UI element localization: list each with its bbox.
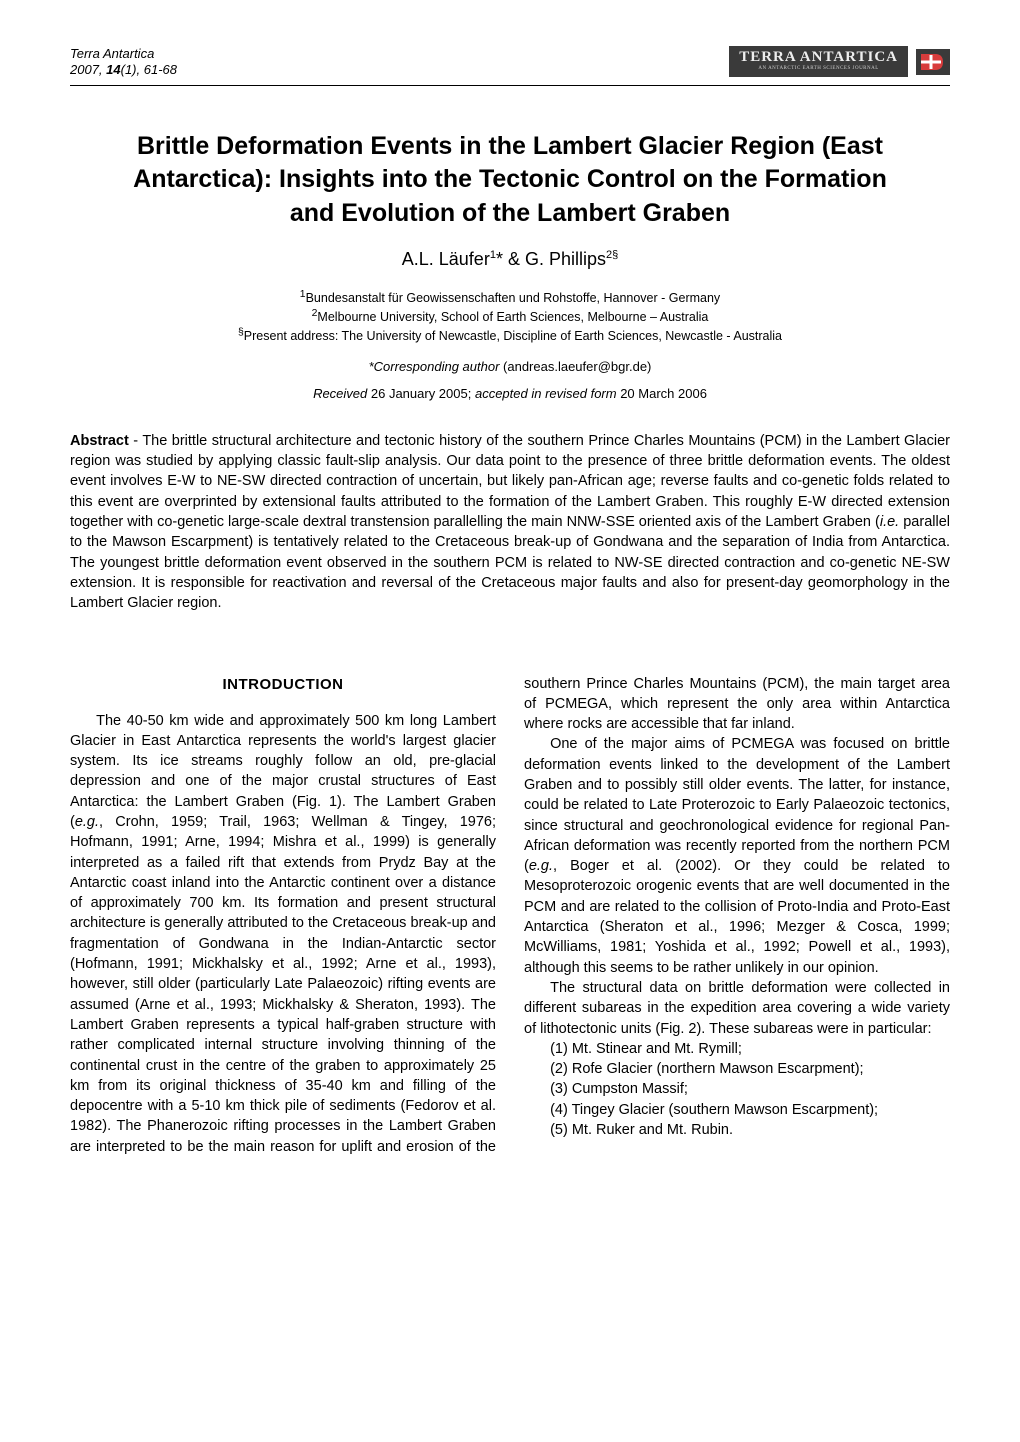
- list-item: (1) Mt. Stinear and Mt. Rymill;: [524, 1039, 950, 1059]
- running-header: Terra Antartica 2007, 14(1), 61-68 TERRA…: [70, 46, 950, 79]
- header-left: Terra Antartica 2007, 14(1), 61-68: [70, 46, 177, 79]
- list-item: (4) Tingey Glacier (southern Mawson Esca…: [524, 1100, 950, 1120]
- badge-main: TERRA ANTARTICA: [739, 49, 898, 65]
- accepted-label: accepted in revised form: [475, 386, 617, 401]
- body-columns: INTRODUCTION The 40-50 km wide and appro…: [70, 674, 950, 1158]
- corresp-value: (andreas.laeufer@bgr.de): [499, 359, 651, 374]
- received-value: 26 January 2005;: [367, 386, 475, 401]
- abstract-block: Abstract - The brittle structural archit…: [70, 431, 950, 614]
- affil-2: Melbourne University, School of Earth Sc…: [317, 310, 708, 324]
- badge-sub: AN ANTARCTIC EARTH SCIENCES JOURNAL: [739, 66, 898, 71]
- col2-paragraph-2: One of the major aims of PCMEGA was focu…: [524, 734, 950, 978]
- article-dates: Received 26 January 2005; accepted in re…: [70, 386, 950, 401]
- header-rule: [70, 85, 950, 86]
- received-label: Received: [313, 386, 367, 401]
- article-title: Brittle Deformation Events in the Lamber…: [110, 130, 910, 231]
- abstract-body-1: - The brittle structural architecture an…: [70, 433, 950, 530]
- abstract-label: Abstract: [70, 433, 129, 449]
- affil-present: Present address: The University of Newca…: [244, 329, 782, 343]
- header-right: TERRA ANTARTICA AN ANTARCTIC EARTH SCIEN…: [729, 46, 950, 77]
- journal-name: Terra Antartica: [70, 46, 154, 61]
- subareas-list: (1) Mt. Stinear and Mt. Rymill; (2) Rofe…: [524, 1039, 950, 1140]
- col2-eg: e.g.: [529, 858, 553, 874]
- intro-p1a: The 40-50 km wide and approximately 500 …: [70, 713, 496, 830]
- col2-p2b: , Boger et al. (2002). Or they could be …: [524, 858, 950, 975]
- col2-paragraph-3: The structural data on brittle deformati…: [524, 978, 950, 1039]
- affil-1: Bundesanstalt für Geowissenschaften und …: [306, 291, 721, 305]
- flag-icon: [916, 49, 950, 75]
- authors-line: A.L. Läufer1* & G. Phillips2§: [70, 249, 950, 270]
- journal-badge: TERRA ANTARTICA AN ANTARCTIC EARTH SCIEN…: [729, 46, 908, 77]
- journal-citation: 2007, 14(1), 61-68: [70, 62, 177, 77]
- col2-p2a: One of the major aims of PCMEGA was focu…: [524, 736, 950, 874]
- affiliations: 1Bundesanstalt für Geowissenschaften und…: [100, 288, 920, 345]
- corresponding-author: *Corresponding author (andreas.laeufer@b…: [70, 359, 950, 374]
- intro-p1b: , Crohn, 1959; Trail, 1963; Wellman & Ti…: [70, 814, 496, 1155]
- section-head-intro: INTRODUCTION: [70, 674, 496, 695]
- corresp-label: *Corresponding author: [369, 359, 500, 374]
- intro-eg1: e.g.: [75, 814, 99, 830]
- list-item: (2) Rofe Glacier (northern Mawson Escarp…: [524, 1059, 950, 1079]
- accepted-value: 20 March 2006: [617, 386, 707, 401]
- abstract-ie: i.e.: [880, 514, 899, 530]
- list-item: (5) Mt. Ruker and Mt. Rubin.: [524, 1120, 950, 1140]
- page-root: Terra Antartica 2007, 14(1), 61-68 TERRA…: [0, 0, 1020, 1442]
- list-item: (3) Cumpston Massif;: [524, 1079, 950, 1099]
